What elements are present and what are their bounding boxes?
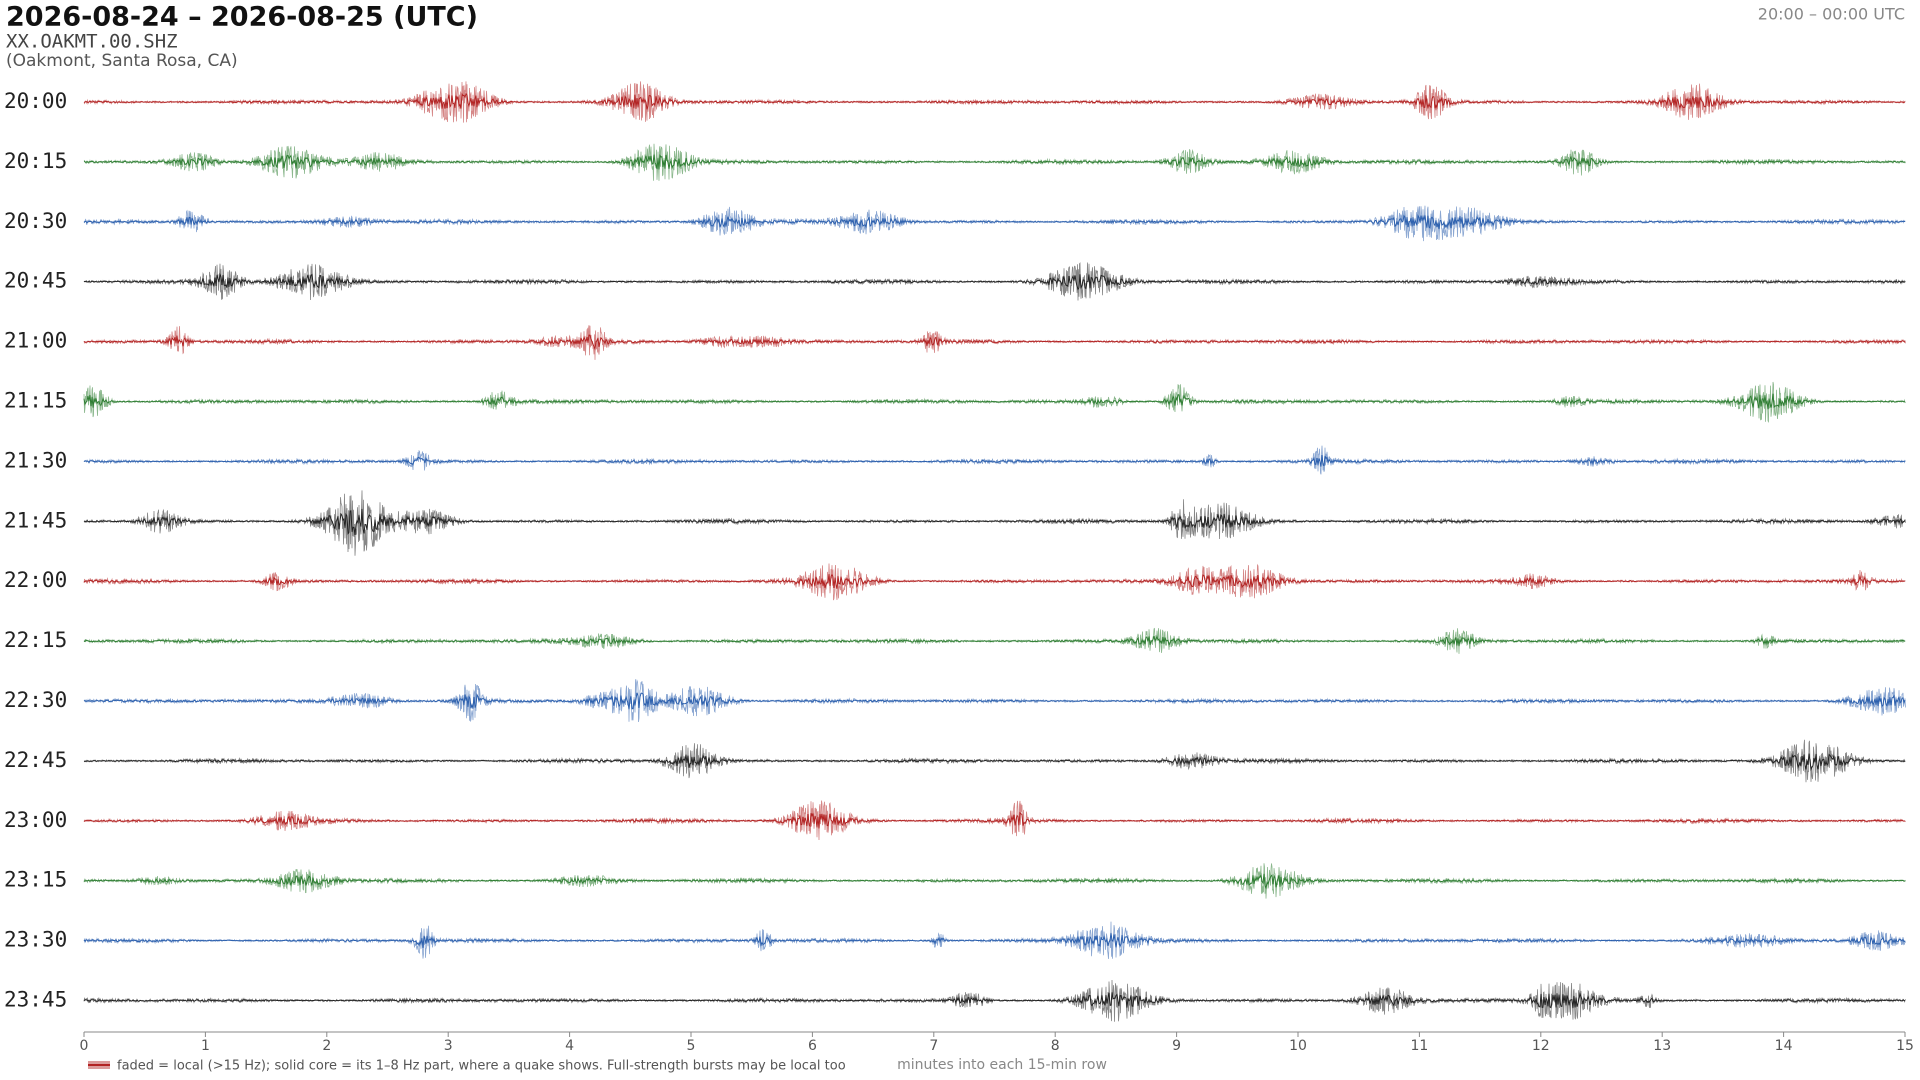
x-tick-label: 1 <box>201 1038 210 1054</box>
x-tick-label: 10 <box>1289 1038 1307 1054</box>
trace-core <box>83 573 1906 590</box>
trace-core <box>84 508 1906 536</box>
trace-core <box>83 932 1906 949</box>
rows: 20:00 20:15 20:30 20:45 21:00 21:15 21:30 21:45… <box>4 81 1906 1022</box>
chart-title: 2026-08-24 – 2026-08-25 (UTC) <box>6 2 478 33</box>
x-tick-label: 12 <box>1532 1038 1550 1054</box>
trace-core <box>83 991 1906 1009</box>
row-label: 20:45 <box>4 269 67 293</box>
row-label: 22:45 <box>4 748 67 772</box>
x-tick-label: 11 <box>1410 1038 1428 1054</box>
trace-core <box>83 393 1906 410</box>
row-label: 22:15 <box>4 628 67 652</box>
row-label: 21:00 <box>4 329 67 353</box>
trace-core <box>83 154 1906 171</box>
x-tick-label: 8 <box>1051 1038 1060 1054</box>
time-range: 20:00 – 00:00 UTC <box>1758 5 1905 24</box>
row-label: 22:00 <box>4 568 67 592</box>
x-tick-label: 4 <box>565 1038 574 1054</box>
x-tick-label: 3 <box>444 1038 453 1054</box>
x-tick-label: 9 <box>1172 1038 1181 1054</box>
row-label: 20:15 <box>4 149 67 173</box>
trace-faded <box>83 205 1906 242</box>
trace-faded <box>83 863 1906 899</box>
trace-core <box>83 811 1906 829</box>
row-label: 20:00 <box>4 89 67 113</box>
x-tick-label: 7 <box>929 1038 938 1054</box>
x-tick-label: 13 <box>1653 1038 1671 1054</box>
x-tick-label: 2 <box>322 1038 331 1054</box>
trace-core <box>83 635 1906 647</box>
chart-subtitle: XX.OAKMT.00.SHZ <box>6 31 178 53</box>
row-label: 23:15 <box>4 868 67 892</box>
trace-core <box>83 872 1905 890</box>
legend-text: faded = local (>15 Hz); solid core = its… <box>117 1059 846 1074</box>
row-label: 23:45 <box>4 988 67 1012</box>
trace-faded <box>83 490 1906 556</box>
x-axis-label: minutes into each 15-min row <box>897 1057 1107 1073</box>
row-label: 21:45 <box>4 508 67 532</box>
x-tick-label: 15 <box>1896 1038 1914 1054</box>
row-label: 21:30 <box>4 448 67 472</box>
trace-core <box>83 272 1906 291</box>
location: (Oakmont, Santa Rosa, CA) <box>6 51 238 71</box>
x-tick-label: 6 <box>808 1038 817 1054</box>
row-label: 23:30 <box>4 928 67 952</box>
trace-core <box>83 455 1906 467</box>
row-label: 22:30 <box>4 688 67 712</box>
x-tick-label: 0 <box>80 1038 89 1054</box>
x-tick-label: 14 <box>1775 1038 1793 1054</box>
trace-faded <box>83 262 1906 301</box>
trace-core <box>83 752 1906 772</box>
trace-core <box>83 92 1906 111</box>
row-label: 23:00 <box>4 808 67 832</box>
x-tick-label: 5 <box>687 1038 696 1054</box>
trace-core <box>83 334 1906 351</box>
trace-core <box>83 214 1906 230</box>
trace-core <box>83 692 1906 710</box>
row-label: 20:30 <box>4 209 67 233</box>
trace-faded <box>83 445 1906 475</box>
row-label: 21:15 <box>4 389 67 413</box>
